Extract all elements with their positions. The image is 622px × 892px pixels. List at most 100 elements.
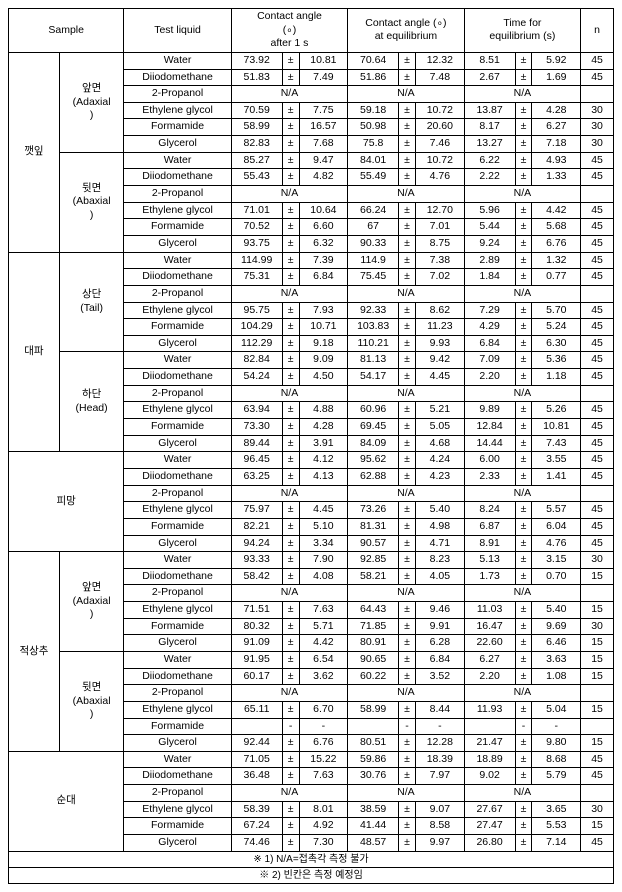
pm-cell: ± — [399, 701, 416, 718]
th-teq: Time for equilibrium (s) — [464, 9, 580, 53]
sd-cell: 7.43 — [532, 435, 581, 452]
pm-cell: ± — [515, 119, 532, 136]
pm-cell: ± — [282, 568, 299, 585]
sd-cell: 4.76 — [416, 169, 465, 186]
pm-cell: ± — [282, 701, 299, 718]
pm-cell: ± — [515, 701, 532, 718]
value-cell: 9.24 — [464, 235, 515, 252]
n-cell — [581, 285, 614, 302]
n-cell: 45 — [581, 518, 614, 535]
pm-cell: ± — [399, 618, 416, 635]
liquid-cell: Diiodomethane — [124, 468, 231, 485]
sd-cell: 7.30 — [299, 835, 348, 852]
n-cell — [581, 685, 614, 702]
liquid-cell: Glycerol — [124, 235, 231, 252]
pm-cell: ± — [399, 818, 416, 835]
pm-cell: ± — [282, 518, 299, 535]
sd-cell: 7.63 — [299, 602, 348, 619]
na-cell: N/A — [231, 585, 347, 602]
pm-cell: ± — [515, 52, 532, 69]
pm-cell: ± — [282, 435, 299, 452]
na-cell: N/A — [348, 585, 464, 602]
value-cell: 75.45 — [348, 269, 399, 286]
sd-cell: - — [416, 718, 465, 735]
na-cell: N/A — [464, 385, 580, 402]
sd-cell: 1.69 — [532, 69, 581, 86]
pm-cell: ± — [515, 518, 532, 535]
sample-cell: 깻잎 — [9, 52, 60, 252]
value-cell: 5.96 — [464, 202, 515, 219]
liquid-cell: Ethylene glycol — [124, 402, 231, 419]
value-cell: 110.21 — [348, 335, 399, 352]
n-cell: 45 — [581, 319, 614, 336]
value-cell: 81.13 — [348, 352, 399, 369]
sd-cell: 5.40 — [416, 502, 465, 519]
value-cell: 1.73 — [464, 568, 515, 585]
sd-cell: 5.36 — [532, 352, 581, 369]
sd-cell: 4.12 — [299, 452, 348, 469]
value-cell: 58.21 — [348, 568, 399, 585]
n-cell: 45 — [581, 69, 614, 86]
value-cell: 65.11 — [231, 701, 282, 718]
value-cell: 73.30 — [231, 419, 282, 436]
pm-cell: ± — [515, 502, 532, 519]
liquid-cell: Ethylene glycol — [124, 801, 231, 818]
pm-cell: ± — [282, 602, 299, 619]
value-cell: 91.95 — [231, 651, 282, 668]
liquid-cell: Ethylene glycol — [124, 602, 231, 619]
value-cell: 59.86 — [348, 751, 399, 768]
na-cell: N/A — [348, 785, 464, 802]
sd-cell: 12.28 — [416, 735, 465, 752]
sd-cell: - — [532, 718, 581, 735]
sd-cell: 10.81 — [299, 52, 348, 69]
value-cell: 14.44 — [464, 435, 515, 452]
n-cell: 45 — [581, 402, 614, 419]
pm-cell: ± — [399, 352, 416, 369]
sd-cell: 3.91 — [299, 435, 348, 452]
sd-cell: 8.68 — [532, 751, 581, 768]
sd-cell: 12.32 — [416, 52, 465, 69]
value-cell: 16.47 — [464, 618, 515, 635]
pm-cell: ± — [515, 269, 532, 286]
value-cell: 90.57 — [348, 535, 399, 552]
pm-cell: ± — [515, 651, 532, 668]
sd-cell: 4.71 — [416, 535, 465, 552]
sd-cell: 7.14 — [532, 835, 581, 852]
table-row: 뒷면 (Abaxial )Water85.27±9.4784.01±10.726… — [9, 152, 614, 169]
liquid-cell: Water — [124, 252, 231, 269]
sd-cell: 7.18 — [532, 136, 581, 153]
sd-cell: 3.63 — [532, 651, 581, 668]
pm-cell: - — [515, 718, 532, 735]
pm-cell: ± — [515, 668, 532, 685]
na-cell: N/A — [231, 285, 347, 302]
sd-cell: 1.32 — [532, 252, 581, 269]
sd-cell: 7.49 — [299, 69, 348, 86]
sd-cell: 6.76 — [532, 235, 581, 252]
pm-cell: ± — [399, 768, 416, 785]
liquid-cell: Ethylene glycol — [124, 502, 231, 519]
value-cell: 54.17 — [348, 369, 399, 386]
pm-cell: ± — [399, 136, 416, 153]
sd-cell: 7.90 — [299, 552, 348, 569]
value-cell: 6.27 — [464, 651, 515, 668]
sd-cell: 9.47 — [299, 152, 348, 169]
value-cell: 51.83 — [231, 69, 282, 86]
pm-cell: ± — [515, 202, 532, 219]
value-cell: 18.89 — [464, 751, 515, 768]
pm-cell: ± — [399, 602, 416, 619]
pm-cell: ± — [282, 136, 299, 153]
sd-cell: 3.62 — [299, 668, 348, 685]
sd-cell: 4.88 — [299, 402, 348, 419]
th-ca1s-text: Contact angle (∘) after 1 s — [257, 10, 322, 49]
pm-cell: ± — [515, 751, 532, 768]
value-cell: 70.64 — [348, 52, 399, 69]
pm-cell: ± — [399, 468, 416, 485]
value-cell: 27.47 — [464, 818, 515, 835]
pm-cell: ± — [515, 468, 532, 485]
liquid-cell: Formamide — [124, 319, 231, 336]
sd-cell: 4.50 — [299, 369, 348, 386]
pm-cell: ± — [282, 69, 299, 86]
sd-cell: 5.92 — [532, 52, 581, 69]
pm-cell: ± — [399, 52, 416, 69]
sd-cell: - — [299, 718, 348, 735]
